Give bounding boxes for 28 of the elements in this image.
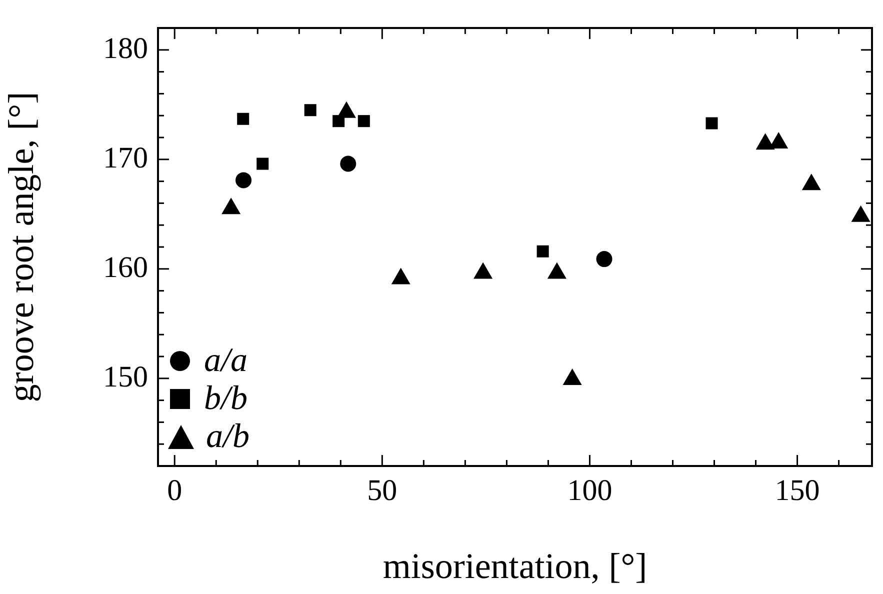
y-tick-label: 150 [103, 360, 148, 394]
y-tick-label: 170 [103, 141, 148, 174]
point [340, 156, 356, 172]
point [802, 174, 821, 190]
x-tick-label: 100 [567, 474, 612, 507]
x-tick-label: 150 [774, 474, 820, 507]
x-tick-label: 0 [167, 474, 182, 507]
y-tick-label: 160 [103, 250, 148, 284]
y-axis-title: groove root angle, [°] [1, 92, 42, 402]
legend-label: a/a [204, 342, 248, 379]
x-axis-title: misorientation, [°] [382, 546, 648, 586]
point [304, 104, 316, 116]
point [706, 117, 718, 130]
y-tick-label: 180 [103, 32, 148, 65]
point [332, 115, 345, 128]
point [358, 115, 370, 128]
legend-label: b/b [204, 380, 248, 417]
point [547, 262, 566, 279]
point [474, 262, 493, 279]
point [562, 368, 582, 385]
point [222, 198, 241, 214]
point [256, 158, 269, 170]
legend-label: a/b [206, 418, 250, 455]
point [851, 205, 870, 222]
point [237, 112, 250, 125]
point [236, 172, 252, 188]
point [391, 268, 410, 284]
x-tick-label: 50 [367, 474, 398, 507]
